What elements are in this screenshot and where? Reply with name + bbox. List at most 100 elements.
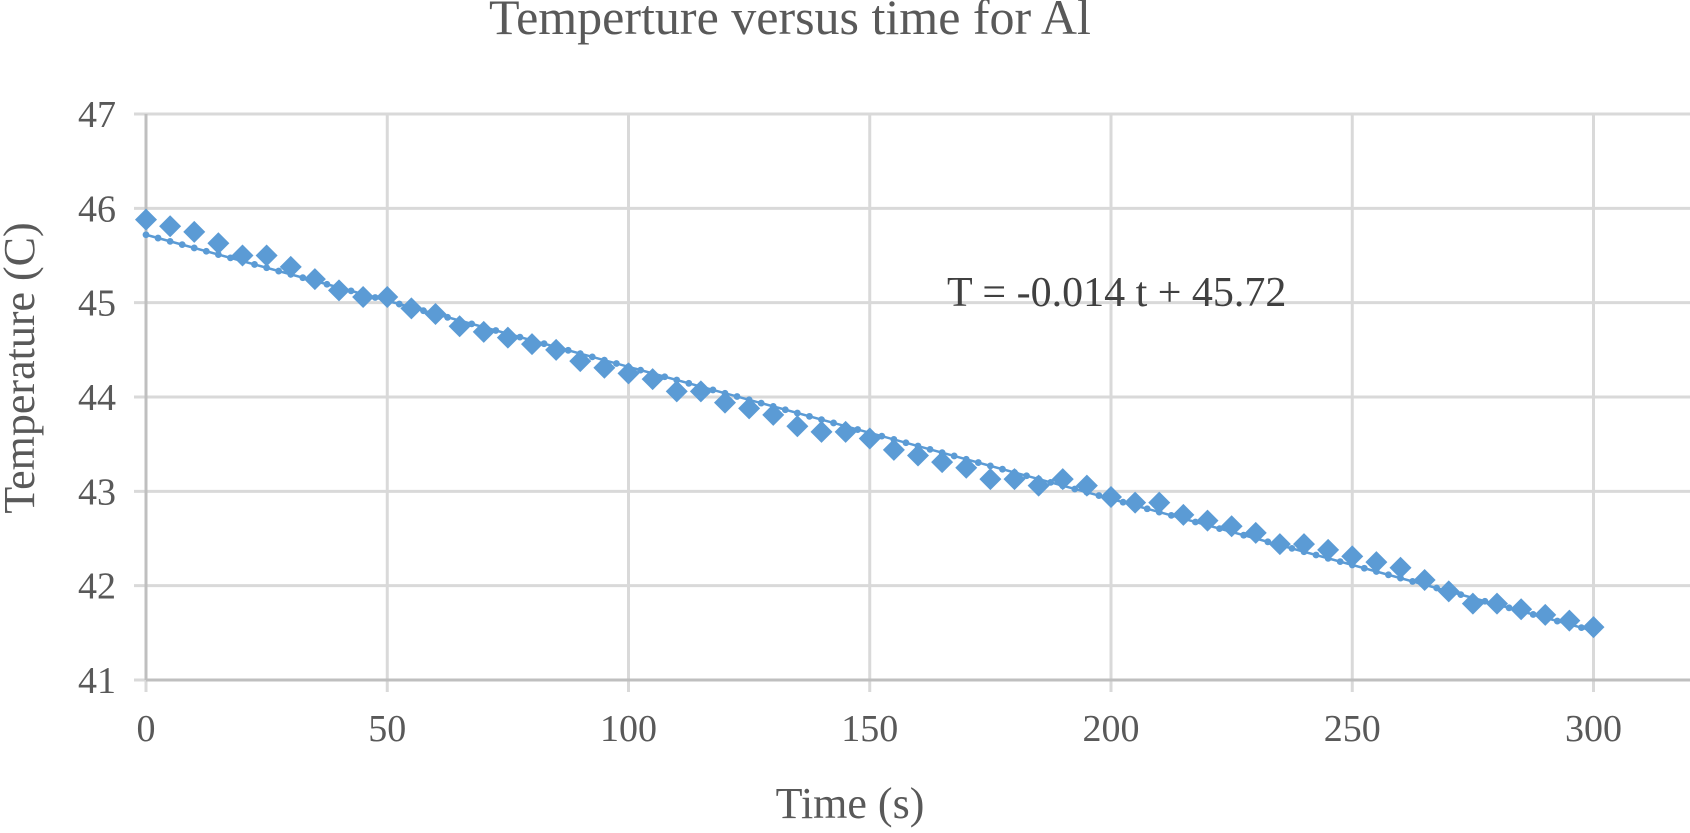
x-tick-label: 200 [1083,708,1140,750]
data-point [1486,592,1508,615]
x-tick-label: 250 [1324,708,1381,750]
data-point [1582,616,1605,639]
trendline-dot [202,247,210,255]
data-point [786,415,809,438]
trendline-dot [733,393,741,400]
trendline-dot [227,254,234,262]
data-point [1027,474,1050,497]
trendline-dot [637,366,644,374]
data-point [183,220,206,243]
data-point [882,438,905,461]
y-tick-label: 41 [78,660,116,702]
trendline-dot [588,353,596,361]
trendline-dot [878,432,886,440]
trendline-dot [154,234,162,242]
trendline-dot [818,416,825,424]
data-point [1051,468,1074,491]
data-point [1124,491,1147,514]
x-tick-label: 0 [137,708,156,750]
trendline-dot [1529,611,1537,618]
trendline-dot [673,376,681,384]
data-point [424,302,447,325]
data-point [1075,474,1098,497]
trendline-dot [1481,597,1489,605]
data-point [352,286,375,309]
trendline-dot [420,307,427,315]
data-point [979,468,1002,491]
data-point [738,397,761,420]
trendline-dot [275,267,283,275]
trendline-dot [166,237,174,245]
data-point [376,286,399,309]
trendline-equation-label: T = -0.014 t + 45.72 [947,270,1286,316]
data-point [1558,609,1581,632]
y-tick-label: 42 [78,566,116,608]
trendline-dot [661,373,669,381]
trendline-dot [1240,531,1248,539]
trendline-dot [986,462,994,470]
trendline-dot [178,241,186,249]
trendline-dot [1216,525,1223,532]
data-point [1317,538,1340,561]
x-tick-label: 50 [368,708,406,750]
data-point-layer [135,208,1605,639]
x-tick-label: 150 [841,708,898,750]
trendline-dot [190,244,198,252]
data-point [231,244,254,267]
data-point [689,380,712,403]
trendline-dot [1119,498,1127,506]
grid-layer [134,112,1690,692]
data-point [1389,556,1412,579]
trendline-dot [1167,511,1175,519]
data-point [1268,533,1291,556]
data-point [1148,491,1171,514]
data-point [1365,551,1388,574]
data-point [1510,598,1533,621]
trendline-dot [1457,591,1465,599]
trendline-dot [781,406,789,414]
data-point [1003,468,1026,491]
trendline-dot [902,439,910,447]
y-tick-label: 43 [78,471,116,513]
trendline-dot [142,231,150,239]
y-tick-label: 45 [78,283,116,325]
data-point [858,427,881,450]
x-axis-title: Time (s) [776,779,925,828]
data-point [472,320,495,343]
trendline-dot [1071,485,1079,493]
data-point [593,356,616,379]
trendline-dot [516,333,524,341]
trendline-dot [444,313,451,321]
y-tick-label: 47 [78,94,116,136]
data-point [328,279,350,302]
data-point [762,403,785,426]
trendline-dot [1578,624,1585,632]
data-point [1413,569,1436,592]
x-tick-label: 100 [600,708,657,750]
x-tick-label: 300 [1565,708,1622,750]
trendline-dot [468,320,476,328]
trendline-dot [540,340,548,348]
trendline-dot [263,264,271,272]
trendline-dot [1143,505,1151,513]
trendline-dot [1360,564,1368,572]
data-point [617,362,640,385]
data-point [907,444,929,467]
data-point [1534,603,1557,626]
trendline-dot [1336,558,1344,566]
data-point [1341,545,1364,568]
data-point [1220,515,1243,538]
trendline-dot [395,300,403,308]
trendline-dot [1047,478,1055,486]
y-tick-label: 44 [78,377,116,419]
trendline-dot [564,346,572,354]
data-point [1437,580,1460,603]
trendline-dot [950,452,958,460]
data-point [521,333,543,356]
trendline-dot [926,445,934,453]
trendline-dot [1553,617,1561,625]
data-point [279,255,302,278]
data-point [1100,485,1122,508]
trendline-dot [1385,571,1392,579]
trendline-dot [251,261,258,268]
